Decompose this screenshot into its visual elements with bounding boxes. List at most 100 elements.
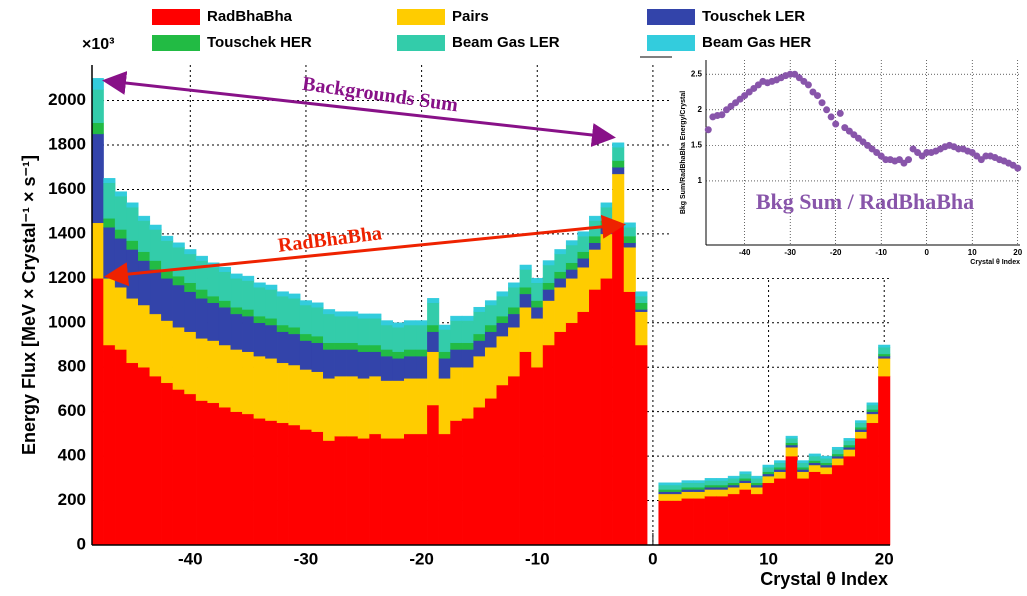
bar-segment	[797, 460, 810, 464]
bar-segment	[91, 78, 104, 90]
bar-segment	[103, 182, 116, 219]
x-tick-label: -30	[784, 248, 796, 257]
bar-segment	[693, 480, 706, 484]
point	[718, 111, 726, 119]
bar-segment	[797, 462, 810, 468]
bar-segment	[323, 349, 336, 379]
bar-segment	[612, 224, 625, 546]
bar-segment	[242, 280, 255, 310]
bar-segment	[103, 344, 116, 546]
bar-segment	[149, 229, 162, 261]
bar-segment	[623, 291, 636, 546]
bar-segment	[195, 338, 208, 401]
bar-segment	[380, 380, 393, 439]
bar-segment	[750, 482, 764, 486]
bar-segment	[612, 146, 625, 161]
bar-segment	[531, 366, 544, 546]
bar-segment	[785, 438, 798, 444]
bar-segment	[346, 311, 359, 317]
bar-segment	[288, 293, 301, 299]
x-tick-label: 20	[1013, 248, 1022, 257]
bar-segment	[855, 420, 868, 424]
point	[823, 106, 831, 114]
bar-segment	[161, 278, 174, 321]
bar-segment	[161, 240, 174, 270]
bar-segment	[334, 435, 347, 546]
bar-segment	[577, 251, 590, 259]
bar-segment	[415, 355, 428, 379]
bar-segment	[797, 478, 810, 546]
bar-segment	[600, 202, 613, 208]
bar-segment	[785, 442, 798, 446]
bar-segment	[184, 393, 197, 546]
bar-segment	[242, 309, 255, 317]
bar-segment	[103, 278, 116, 346]
bar-segment	[461, 320, 474, 344]
x-tick-label: 0	[924, 248, 929, 257]
bar-segment	[670, 484, 683, 490]
bar-segment	[600, 278, 613, 546]
bar-segment	[380, 438, 393, 546]
bar-segment	[276, 331, 289, 364]
bar-segment	[670, 500, 683, 546]
legend-swatch	[152, 35, 200, 51]
bar-segment	[299, 429, 312, 546]
bar-segment	[415, 433, 428, 546]
bar-segment	[496, 295, 509, 317]
bar-segment	[230, 313, 243, 350]
legend-swatch	[397, 9, 445, 25]
bar-segment	[739, 482, 752, 490]
point	[832, 120, 840, 128]
bar-segment	[427, 404, 440, 546]
bar-segment	[276, 324, 289, 332]
bar-segment	[565, 240, 578, 246]
x-tick-label: 10	[759, 549, 778, 568]
bar-segment	[739, 471, 752, 475]
bar-segment	[334, 311, 347, 317]
y-tick-label: 200	[58, 490, 86, 509]
bar-segment	[797, 471, 810, 479]
bar-segment	[704, 480, 717, 486]
bar-segment	[727, 475, 740, 479]
bar-segment	[299, 333, 312, 341]
bar-segment	[230, 278, 243, 308]
legend-label: Touschek HER	[207, 34, 312, 51]
bar-segment	[519, 306, 532, 352]
bar-segment	[762, 464, 775, 468]
x-tick-label: -30	[294, 549, 319, 568]
bar-segment	[658, 484, 671, 490]
bar-segment	[519, 293, 532, 308]
bar-segment	[473, 406, 486, 546]
bar-segment	[496, 384, 509, 546]
bar-segment	[820, 466, 833, 475]
bar-segment	[831, 453, 844, 457]
bar-segment	[114, 349, 127, 546]
annotations: Backgrounds Sum RadBhaBha	[102, 71, 626, 287]
bar-segment	[253, 322, 266, 357]
bar-segment	[438, 378, 451, 435]
bar-segment	[681, 482, 694, 488]
bar-segment	[589, 289, 602, 546]
bar-segment	[785, 446, 798, 457]
legend-swatch	[152, 9, 200, 25]
bar-segment	[831, 446, 844, 450]
bar-segment	[542, 289, 555, 301]
point	[813, 92, 821, 100]
bar-segment	[589, 242, 602, 250]
bar-segment	[276, 362, 289, 424]
bar-segment	[565, 269, 578, 279]
bar-segment	[126, 206, 139, 241]
bar-segment	[774, 462, 787, 468]
bar-segment	[739, 473, 752, 479]
bar-segment	[461, 349, 474, 368]
bar-segment	[450, 320, 463, 344]
bar-segment	[519, 264, 532, 270]
bar-segment	[369, 313, 382, 319]
bar-segment	[774, 471, 787, 479]
bar-segment	[114, 286, 127, 350]
bar-segment	[508, 306, 521, 315]
bar-segment	[716, 484, 729, 488]
y-tick-label: 1200	[48, 268, 86, 287]
bar-segment	[184, 291, 197, 332]
